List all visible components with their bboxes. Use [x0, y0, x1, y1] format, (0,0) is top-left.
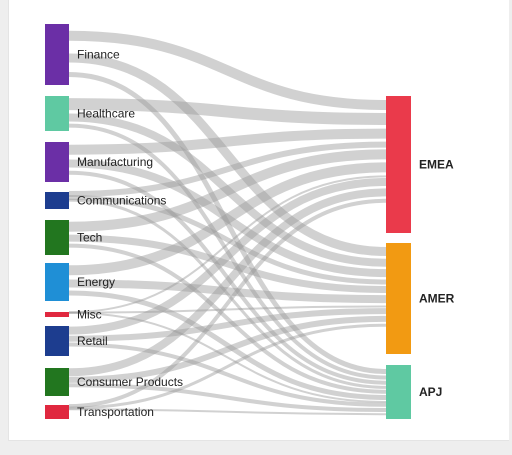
sankey-link-misc-to-apj	[68, 311, 387, 403]
sankey-link-tech-to-apj	[68, 243, 387, 394]
sankey-link-finance-to-emea	[68, 30, 387, 110]
sankey-link-healthcare-to-amer	[68, 113, 387, 267]
sankey-link-retail-to-apj	[68, 342, 387, 407]
source-label-healthcare: Healthcare	[77, 107, 135, 121]
sankey-link-manufacturing-to-apj	[68, 170, 387, 385]
sankey-link-transportation-to-apj	[68, 408, 387, 416]
sankey-panel	[8, 0, 509, 441]
source-node-tech	[45, 220, 69, 255]
target-label-emea: EMEA	[419, 158, 454, 172]
sankey-link-consumer-products-to-amer	[68, 315, 387, 383]
source-label-energy: Energy	[77, 275, 115, 289]
source-label-retail: Retail	[77, 334, 108, 348]
target-label-amer: AMER	[419, 292, 455, 306]
target-node-emea	[386, 96, 411, 233]
sankey-link-consumer-products-to-emea	[68, 188, 387, 377]
sankey-link-manufacturing-to-emea	[68, 128, 387, 155]
sankey-link-transportation-to-amer	[68, 323, 387, 410]
sankey-link-retail-to-amer	[68, 308, 387, 342]
source-nodes: Finance Healthcare Manufacturing Communicat…	[45, 24, 183, 419]
sankey-link-communications-to-amer	[68, 195, 387, 285]
sankey-link-communications-to-emea	[68, 141, 387, 197]
sankey-link-tech-to-emea	[68, 149, 387, 232]
sankey-link-healthcare-to-apj	[68, 123, 387, 380]
source-label-transportation: Transportation	[77, 405, 154, 419]
sankey-link-tech-to-amer	[68, 234, 387, 293]
source-node-healthcare	[45, 96, 69, 131]
target-node-amer	[386, 243, 411, 354]
sankey-link-healthcare-to-emea	[68, 98, 387, 125]
source-node-communications	[45, 192, 69, 209]
source-node-finance	[45, 24, 69, 85]
source-label-tech: Tech	[77, 231, 102, 245]
target-nodes: EMEA AMER APJ	[386, 96, 455, 419]
sankey-link-finance-to-apj	[68, 71, 387, 374]
source-node-transportation	[45, 405, 69, 419]
sankey-link-energy-to-amer	[68, 279, 387, 304]
sankey-link-consumer-products-to-apj	[68, 383, 387, 412]
target-label-apj: APJ	[419, 385, 442, 399]
sankey-link-misc-to-amer	[68, 305, 387, 314]
source-node-retail	[45, 326, 69, 356]
sankey-link-misc-to-emea	[68, 175, 387, 314]
target-node-apj	[386, 365, 411, 419]
source-node-energy	[45, 263, 69, 301]
sankey-link-energy-to-emea	[68, 162, 387, 276]
source-node-manufacturing	[45, 142, 69, 182]
sankey-link-transportation-to-emea	[68, 198, 387, 409]
sankey-link-communications-to-apj	[68, 198, 387, 389]
source-node-misc	[45, 312, 69, 317]
source-label-communications: Communications	[77, 194, 166, 208]
sankey-link-finance-to-amer	[68, 53, 387, 256]
source-label-finance: Finance	[77, 48, 120, 62]
sankey-link-manufacturing-to-amer	[68, 159, 387, 278]
sankey-links	[68, 30, 387, 416]
sankey-link-energy-to-apj	[68, 290, 387, 400]
source-label-consumer-products: Consumer Products	[77, 375, 183, 389]
source-label-manufacturing: Manufacturing	[77, 155, 153, 169]
sankey-link-retail-to-emea	[68, 178, 387, 335]
source-node-consumer-products	[45, 368, 69, 396]
source-label-misc: Misc	[77, 308, 102, 322]
